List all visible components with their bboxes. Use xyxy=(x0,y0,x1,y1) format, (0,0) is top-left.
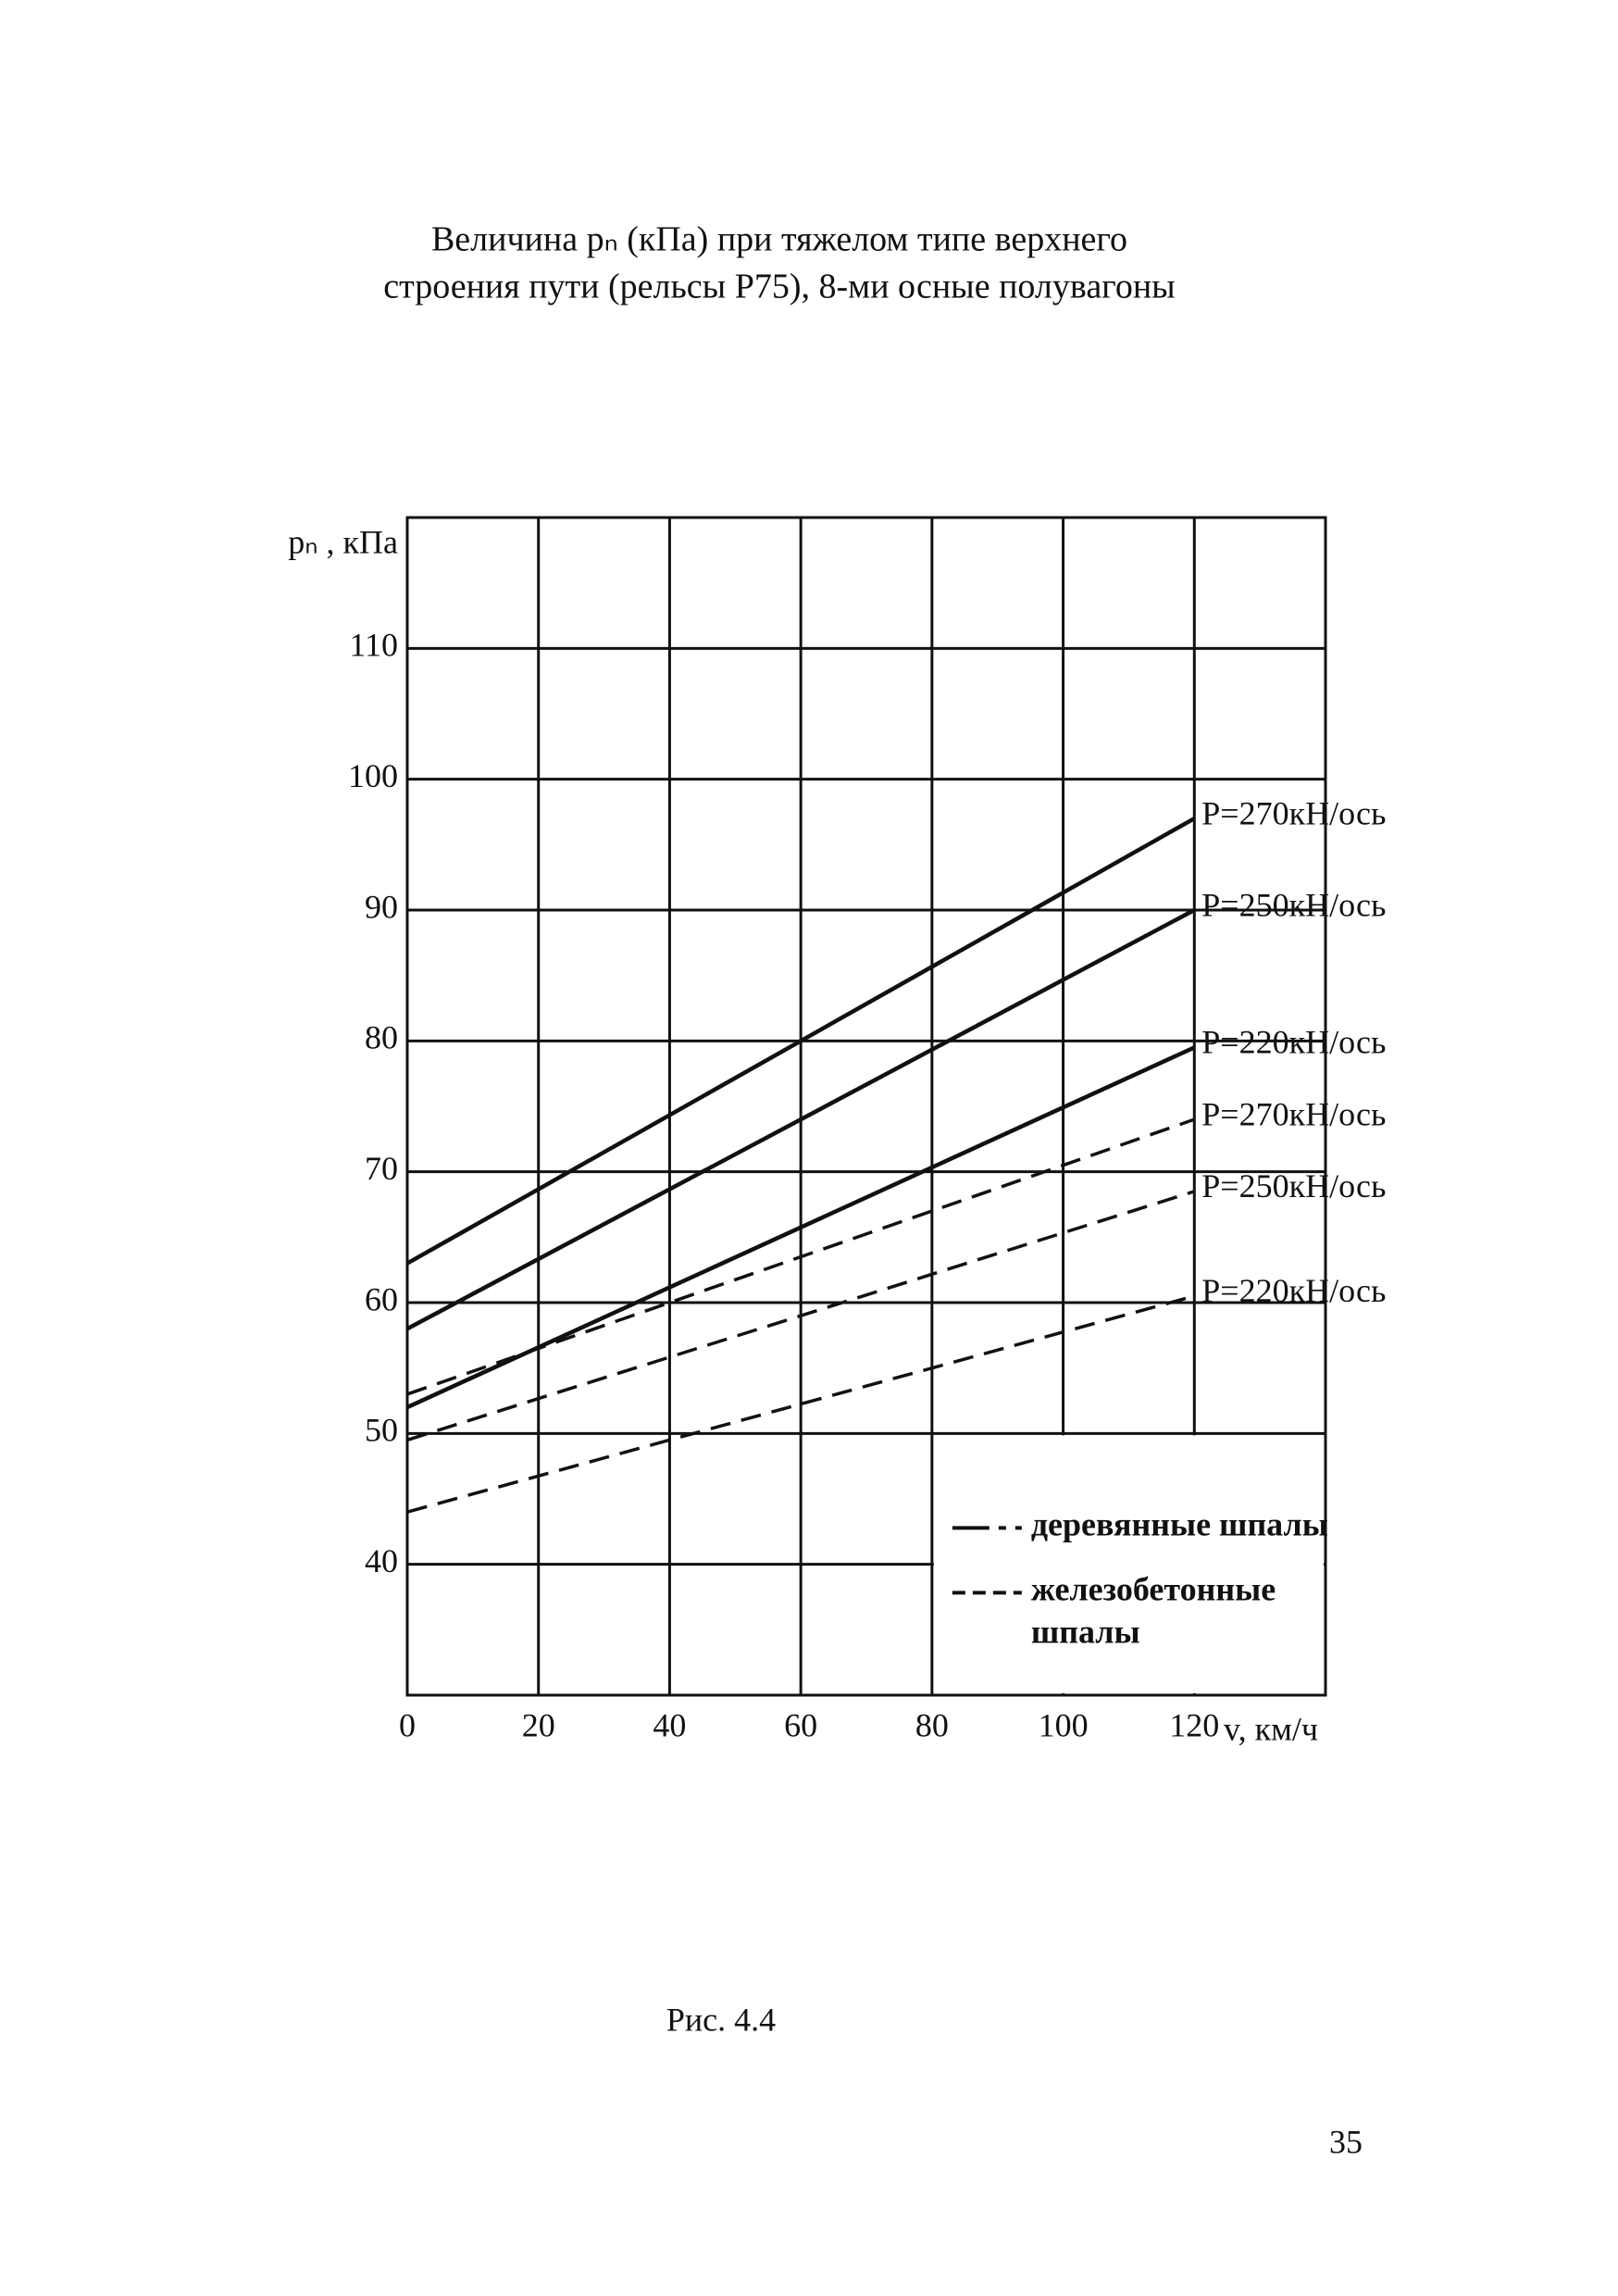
x-tick-label: 40 xyxy=(653,1706,686,1743)
data-line xyxy=(405,817,1196,1266)
data-line xyxy=(405,908,1196,1331)
page-number: 35 xyxy=(1329,2123,1363,2160)
y-tick-label: 110 xyxy=(349,627,398,664)
x-axis-label: v, км/ч xyxy=(1224,1710,1318,1747)
y-tick-label: 100 xyxy=(348,757,398,794)
x-tick-label: 20 xyxy=(522,1706,555,1743)
legend-label: деревянные шпалы xyxy=(1031,1506,1328,1543)
line-label: P=250кН/ось xyxy=(1201,886,1386,923)
y-tick-label: 90 xyxy=(365,888,398,925)
x-tick-label: 0 xyxy=(399,1706,416,1743)
line-label: P=270кН/ось xyxy=(1201,794,1386,831)
y-tick-label: 50 xyxy=(365,1412,398,1449)
line-label: P=250кН/ось xyxy=(1201,1167,1386,1204)
data-line xyxy=(406,1190,1195,1442)
x-tick-label: 120 xyxy=(1169,1706,1219,1743)
data-line xyxy=(406,1294,1195,1514)
line-label: P=220кН/ось xyxy=(1201,1272,1386,1309)
title-line: Величина pₙ (кПа) при тяжелом типе верхн… xyxy=(431,220,1127,259)
y-tick-label: 60 xyxy=(365,1280,398,1317)
x-tick-label: 60 xyxy=(784,1706,817,1743)
legend-label: шпалы xyxy=(1031,1614,1140,1651)
line-label: P=220кН/ось xyxy=(1201,1024,1386,1061)
legend-label: железобетонные xyxy=(1031,1571,1276,1608)
x-tick-label: 80 xyxy=(915,1706,949,1743)
caption: Рис. 4.4 xyxy=(666,2001,776,2038)
legend-box xyxy=(933,1435,1324,1693)
y-axis-label: pₙ , кПа xyxy=(288,523,398,560)
data-line xyxy=(406,1117,1195,1396)
x-tick-label: 100 xyxy=(1039,1706,1089,1743)
plot-frame xyxy=(405,516,1327,1697)
y-tick-label: 70 xyxy=(365,1150,398,1187)
title-line: строения пути (рельсы Р75), 8-ми осные п… xyxy=(383,268,1175,306)
y-tick-label: 40 xyxy=(365,1542,398,1579)
line-label: P=270кН/ось xyxy=(1201,1095,1386,1132)
y-tick-label: 80 xyxy=(365,1019,398,1056)
